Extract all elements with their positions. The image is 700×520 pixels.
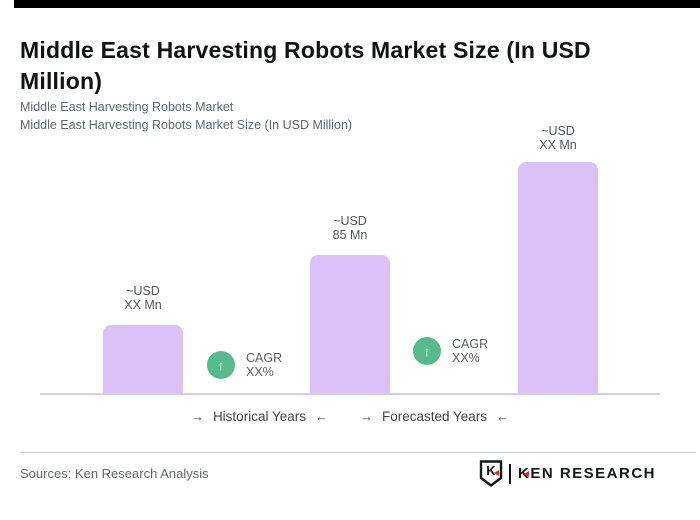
cagr-text-1: CAGR XX%: [246, 351, 282, 379]
bar2-label-line2: 85 Mn: [332, 228, 368, 242]
chart-legend: → Historical Years ← → Forecasted Years …: [0, 409, 700, 424]
chart-baseline: [40, 393, 660, 395]
bar3-label-line2: XX Mn: [539, 138, 577, 152]
logo-wordmark: KEN RESEARCH: [518, 465, 656, 482]
subtitle-block: Middle East Harvesting Robots Market Mid…: [20, 98, 660, 134]
bar-historical-2: [310, 255, 390, 394]
bar-value-label: ~USD XX Mn: [498, 124, 618, 152]
subtitle-line-1: Middle East Harvesting Robots Market: [20, 100, 234, 114]
logo-red-triangle-icon: [493, 470, 499, 476]
arrow-up-icon: ↑: [207, 351, 235, 379]
bar3-label-line1: ~USD: [541, 124, 575, 138]
logo-wordmark-text: KEN RESEARCH: [517, 465, 656, 482]
cagr-badge-1: ↑ CAGR XX%: [207, 351, 282, 379]
bar-historical-1: [103, 325, 183, 394]
arrow-left-icon: ←: [314, 409, 328, 424]
bar1-label-line1: ~USD: [126, 284, 160, 298]
legend-item-historical: → Historical Years ←: [191, 409, 328, 424]
bar-forecast: [518, 162, 598, 394]
cagr2-line1: CAGR: [452, 337, 489, 351]
cagr1-line2: XX%: [246, 365, 274, 379]
bar-value-label: ~USD 85 Mn: [290, 214, 410, 242]
arrow-up-icon: ↑: [413, 337, 441, 365]
logo-shield-mark: K: [479, 460, 503, 487]
bar-value-label: ~USD XX Mn: [83, 284, 203, 312]
legend-item-forecasted: → Forecasted Years ←: [360, 409, 509, 424]
shield-outline-icon: [479, 460, 503, 487]
sources-text: Sources: Ken Research Analysis: [20, 466, 209, 481]
footer-divider: [20, 452, 696, 453]
bar2-label-line1: ~USD: [333, 214, 367, 228]
ken-research-logo: K KEN RESEARCH: [479, 460, 656, 487]
arrow-right-icon: →: [190, 409, 204, 424]
logo-divider: [508, 463, 511, 484]
arrow-left-icon: ←: [496, 409, 510, 424]
subtitle-line-2: Middle East Harvesting Robots Market Siz…: [20, 118, 353, 132]
logo-k-letter: K: [486, 463, 496, 478]
cagr-badge-2: ↑ CAGR XX%: [413, 337, 488, 365]
top-accent-bar: [14, 0, 700, 8]
cagr1-line1: CAGR: [246, 351, 283, 365]
page-title: Middle East Harvesting Robots Market Siz…: [20, 37, 591, 95]
arrow-right-icon: →: [359, 409, 373, 424]
cagr2-line2: XX%: [452, 351, 480, 365]
legend-label-forecasted: Forecasted Years: [381, 409, 488, 424]
cagr-text-2: CAGR XX%: [452, 337, 488, 365]
legend-label-historical: Historical Years: [212, 409, 306, 424]
bar1-label-line2: XX Mn: [124, 298, 162, 312]
logo-red-triangle-icon: [523, 471, 529, 477]
